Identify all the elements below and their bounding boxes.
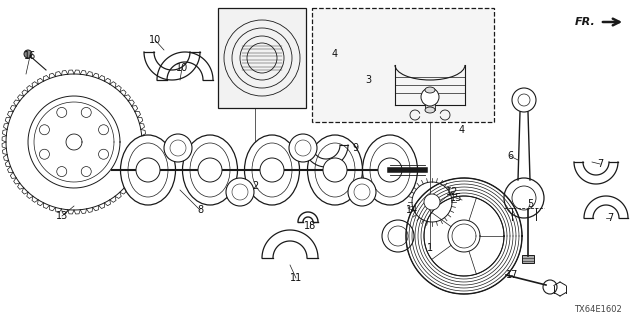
Ellipse shape xyxy=(307,135,362,205)
Text: 9: 9 xyxy=(352,143,358,153)
Circle shape xyxy=(378,158,402,182)
Text: 13: 13 xyxy=(56,211,68,221)
Circle shape xyxy=(424,194,440,210)
Ellipse shape xyxy=(362,135,417,205)
Text: 10: 10 xyxy=(176,63,188,73)
Text: 16: 16 xyxy=(24,51,36,61)
Circle shape xyxy=(226,178,254,206)
Text: 10: 10 xyxy=(149,35,161,45)
Text: FR.: FR. xyxy=(575,17,596,27)
Text: 3: 3 xyxy=(365,75,371,85)
Text: 1: 1 xyxy=(427,243,433,253)
Text: 7: 7 xyxy=(597,159,603,169)
Text: 6: 6 xyxy=(507,151,513,161)
Ellipse shape xyxy=(425,107,435,113)
Text: 4: 4 xyxy=(459,125,465,135)
Circle shape xyxy=(198,158,222,182)
Text: 18: 18 xyxy=(304,221,316,231)
Text: 14: 14 xyxy=(406,205,418,215)
Bar xyxy=(425,90,435,110)
Bar xyxy=(522,255,534,263)
Text: 7: 7 xyxy=(607,213,613,223)
Bar xyxy=(312,8,494,122)
Text: 15: 15 xyxy=(450,193,462,203)
Text: 11: 11 xyxy=(290,273,302,283)
Circle shape xyxy=(136,158,160,182)
Text: 5: 5 xyxy=(527,199,533,209)
Text: TX64E1602: TX64E1602 xyxy=(574,305,622,314)
Circle shape xyxy=(348,178,376,206)
Circle shape xyxy=(24,50,32,58)
Circle shape xyxy=(289,134,317,162)
Ellipse shape xyxy=(425,87,435,93)
Circle shape xyxy=(260,158,284,182)
Circle shape xyxy=(164,134,192,162)
Bar xyxy=(218,8,306,108)
Circle shape xyxy=(323,158,347,182)
Ellipse shape xyxy=(120,135,175,205)
Text: 12: 12 xyxy=(446,187,458,197)
Text: 4: 4 xyxy=(332,49,338,59)
Text: 8: 8 xyxy=(197,205,203,215)
Text: 17: 17 xyxy=(506,270,518,280)
Circle shape xyxy=(421,88,439,106)
Text: 2: 2 xyxy=(252,181,258,191)
Ellipse shape xyxy=(182,135,237,205)
Ellipse shape xyxy=(244,135,300,205)
